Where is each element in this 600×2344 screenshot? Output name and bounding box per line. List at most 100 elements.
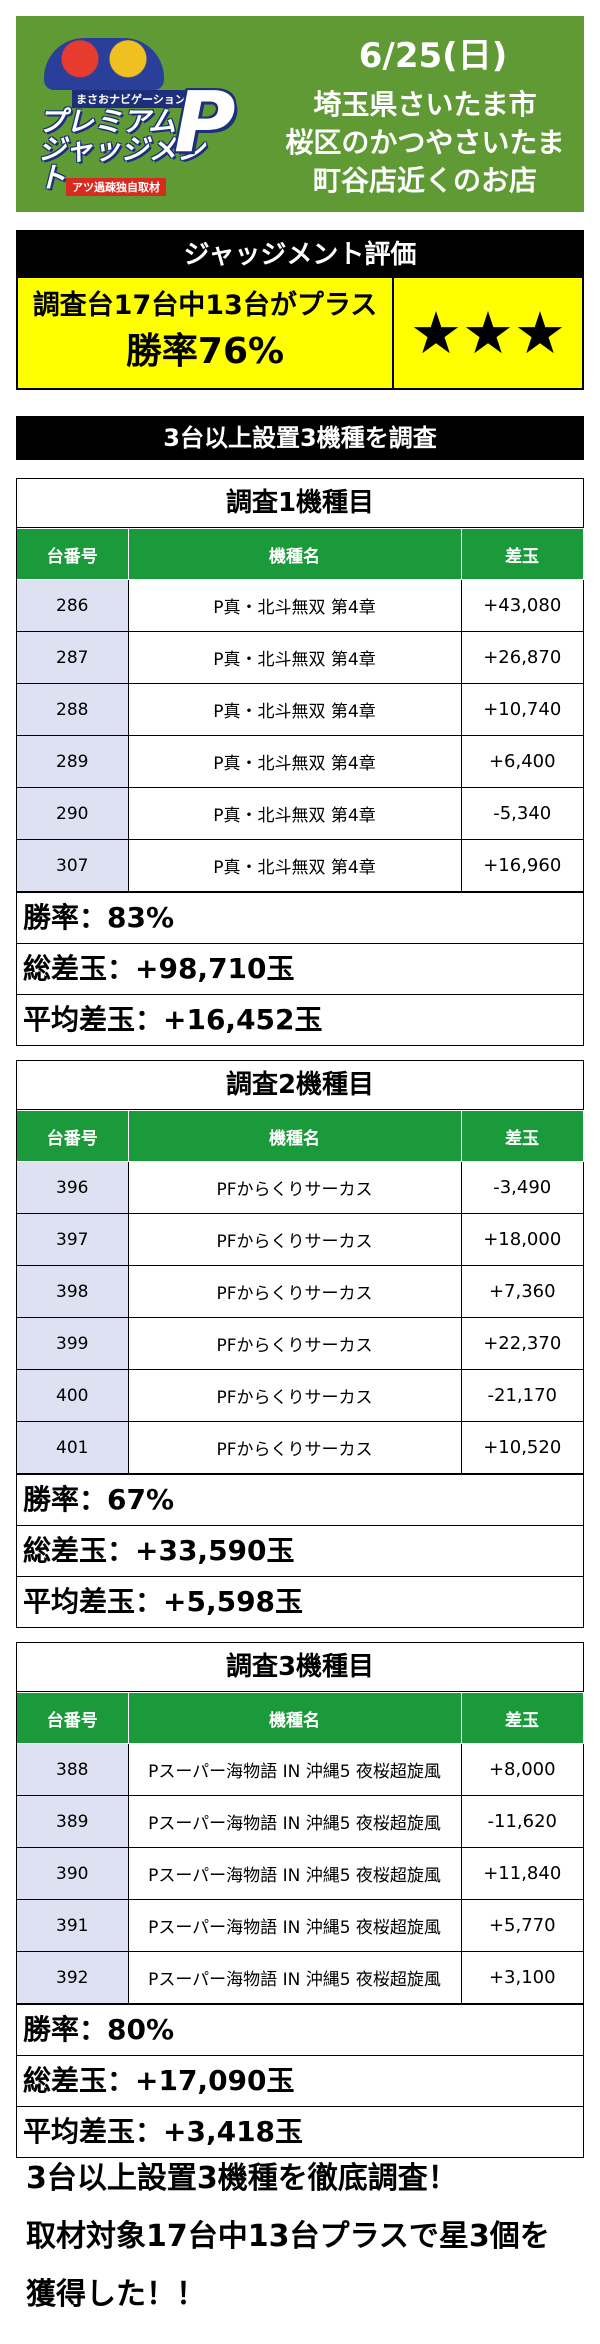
survey-table: 台番号 機種名 差玉 388 Pスーパー海物語 IN 沖縄5 夜桜超旋風 +8,00… — [17, 1692, 584, 2004]
table-row: 389 Pスーパー海物語 IN 沖縄5 夜桜超旋風 -11,620 — [17, 1795, 583, 1848]
ball-difference: +3,100 — [460, 1951, 583, 2004]
table-row: 396 PFからくりサーカス -3,490 — [17, 1161, 583, 1214]
table-row: 391 Pスーパー海物語 IN 沖縄5 夜桜超旋風 +5,770 — [17, 1899, 583, 1952]
judgment-plus-count: 調査台17台中13台がプラス — [32, 290, 378, 321]
premium-judgment-logo: まさおナビゲーション プレミアム ジャッジメント P アツ過疎独自取材 — [26, 30, 236, 200]
survey-block-2: 調査2機種目 台番号 機種名 差玉 396 PFからくりサーカス -3,490 39… — [16, 1060, 584, 1628]
machine-number: 307 — [17, 839, 129, 892]
machine-model: PFからくりサーカス — [127, 1161, 462, 1214]
machine-model: Pスーパー海物語 IN 沖縄5 夜桜超旋風 — [127, 1951, 462, 2004]
average-difference: 平均差玉：+16,452玉 — [17, 994, 583, 1045]
machine-number: 389 — [17, 1795, 129, 1848]
machine-model: PFからくりサーカス — [127, 1265, 462, 1318]
table-row: 287 P真・北斗無双 第4章 +26,870 — [17, 631, 583, 684]
total-difference: 総差玉：+98,710玉 — [17, 943, 583, 994]
ball-difference: +18,000 — [460, 1213, 583, 1266]
ball-difference: +5,770 — [460, 1899, 583, 1952]
column-header-diff: 差玉 — [461, 1110, 584, 1162]
footer-line: 3台以上設置3機種を徹底調査！ — [26, 2161, 458, 2196]
total-difference: 総差玉：+33,590玉 — [17, 1525, 583, 1576]
logo-title: プレミアム ジャッジメント — [38, 105, 205, 194]
column-header-diff: 差玉 — [461, 528, 584, 580]
machine-model: P真・北斗無双 第4章 — [127, 631, 462, 684]
character-emblem-icon — [44, 38, 164, 90]
column-header-number: 台番号 — [17, 528, 129, 580]
ball-difference: +22,370 — [460, 1317, 583, 1370]
ball-difference: -21,170 — [460, 1369, 583, 1422]
survey-table: 台番号 機種名 差玉 396 PFからくりサーカス -3,490 397 PFからくり… — [17, 1110, 584, 1474]
average-difference: 平均差玉：+5,598玉 — [17, 1576, 583, 1627]
judgment-box: ジャッジメント評価 調査台17台中13台がプラス 勝率76% ★★★ — [16, 230, 584, 390]
survey-block-1: 調査1機種目 台番号 機種名 差玉 286 P真・北斗無双 第4章 +43,080 … — [16, 478, 584, 1046]
ball-difference: -3,490 — [460, 1161, 583, 1214]
total-difference: 総差玉：+17,090玉 — [17, 2055, 583, 2106]
win-rate: 勝率：83% — [17, 892, 583, 943]
column-header-diff: 差玉 — [461, 1692, 584, 1744]
machine-model: Pスーパー海物語 IN 沖縄5 夜桜超旋風 — [127, 1743, 462, 1796]
footer-line: 獲得した！！ — [26, 2277, 206, 2312]
machine-number: 288 — [17, 683, 129, 736]
ball-difference: +7,360 — [460, 1265, 583, 1318]
ball-difference: -11,620 — [460, 1795, 583, 1848]
footer-line: 取材対象17台中13台プラスで星3個を — [26, 2219, 550, 2254]
ball-difference: -5,340 — [460, 787, 583, 840]
location-line: 埼玉県さいたま市 — [313, 88, 537, 121]
column-header-number: 台番号 — [17, 1110, 129, 1162]
survey-title: 調査1機種目 — [17, 479, 583, 528]
judgment-win-rate: 勝率76% — [125, 331, 285, 372]
win-rate: 勝率：67% — [17, 1474, 583, 1525]
machine-number: 286 — [17, 579, 129, 632]
machine-number: 401 — [17, 1421, 129, 1474]
machine-model: P真・北斗無双 第4章 — [127, 683, 462, 736]
machine-model: Pスーパー海物語 IN 沖縄5 夜桜超旋風 — [127, 1847, 462, 1900]
machine-number: 289 — [17, 735, 129, 788]
machine-number: 399 — [17, 1317, 129, 1370]
star-rating: ★★★ — [410, 299, 566, 367]
ball-difference: +10,740 — [460, 683, 583, 736]
machine-number: 290 — [17, 787, 129, 840]
table-header-row: 台番号 機種名 差玉 — [17, 1110, 584, 1162]
location-line: 町谷店近くのお店 — [312, 164, 537, 197]
report-date: 6/25(日) — [358, 36, 508, 76]
table-row: 288 P真・北斗無双 第4章 +10,740 — [17, 683, 583, 736]
machine-number: 391 — [17, 1899, 129, 1952]
ball-difference: +11,840 — [460, 1847, 583, 1900]
machine-model: P真・北斗無双 第4章 — [127, 787, 462, 840]
ball-difference: +6,400 — [460, 735, 583, 788]
table-row: 398 PFからくりサーカス +7,360 — [17, 1265, 583, 1318]
column-header-number: 台番号 — [17, 1692, 129, 1744]
judgment-summary: 調査台17台中13台がプラス 勝率76% — [18, 278, 394, 388]
machine-number: 398 — [17, 1265, 129, 1318]
judgment-body: 調査台17台中13台がプラス 勝率76% ★★★ — [18, 278, 582, 388]
survey-table: 台番号 機種名 差玉 286 P真・北斗無双 第4章 +43,080 287 P真・北… — [17, 528, 584, 892]
machine-model: PFからくりサーカス — [127, 1213, 462, 1266]
ball-difference: +10,520 — [460, 1421, 583, 1474]
average-difference: 平均差玉：+3,418玉 — [17, 2106, 583, 2157]
machine-number: 396 — [17, 1161, 129, 1214]
store-location: 埼玉県さいたま市 桜区のかつやさいたま 町谷店近くのお店 — [266, 86, 584, 200]
table-row: 286 P真・北斗無双 第4章 +43,080 — [17, 579, 583, 632]
machine-number: 392 — [17, 1951, 129, 2004]
survey-title: 調査3機種目 — [17, 1643, 583, 1692]
column-header-model: 機種名 — [128, 528, 462, 580]
header-banner: まさおナビゲーション プレミアム ジャッジメント P アツ過疎独自取材 6/25… — [16, 16, 584, 212]
machine-model: PFからくりサーカス — [127, 1369, 462, 1422]
machine-model: Pスーパー海物語 IN 沖縄5 夜桜超旋風 — [127, 1899, 462, 1952]
win-rate: 勝率：80% — [17, 2004, 583, 2055]
location-line: 桜区のかつやさいたま — [285, 126, 565, 159]
table-row: 400 PFからくりサーカス -21,170 — [17, 1369, 583, 1422]
footer-summary: 3台以上設置3機種を徹底調査！ 取材対象17台中13台プラスで星3個を 獲得した… — [26, 2150, 586, 2324]
table-row: 397 PFからくりサーカス +18,000 — [17, 1213, 583, 1266]
table-row: 399 PFからくりサーカス +22,370 — [17, 1317, 583, 1370]
machine-number: 388 — [17, 1743, 129, 1796]
table-row: 401 PFからくりサーカス +10,520 — [17, 1421, 583, 1474]
logo-letter: P — [174, 73, 236, 171]
table-row: 290 P真・北斗無双 第4章 -5,340 — [17, 787, 583, 840]
survey-title: 調査2機種目 — [17, 1061, 583, 1110]
table-row: 289 P真・北斗無双 第4章 +6,400 — [17, 735, 583, 788]
section-title: 3台以上設置3機種を調査 — [16, 416, 584, 460]
table-header-row: 台番号 機種名 差玉 — [17, 1692, 584, 1744]
ball-difference: +26,870 — [460, 631, 583, 684]
machine-model: P真・北斗無双 第4章 — [127, 735, 462, 788]
machine-number: 400 — [17, 1369, 129, 1422]
